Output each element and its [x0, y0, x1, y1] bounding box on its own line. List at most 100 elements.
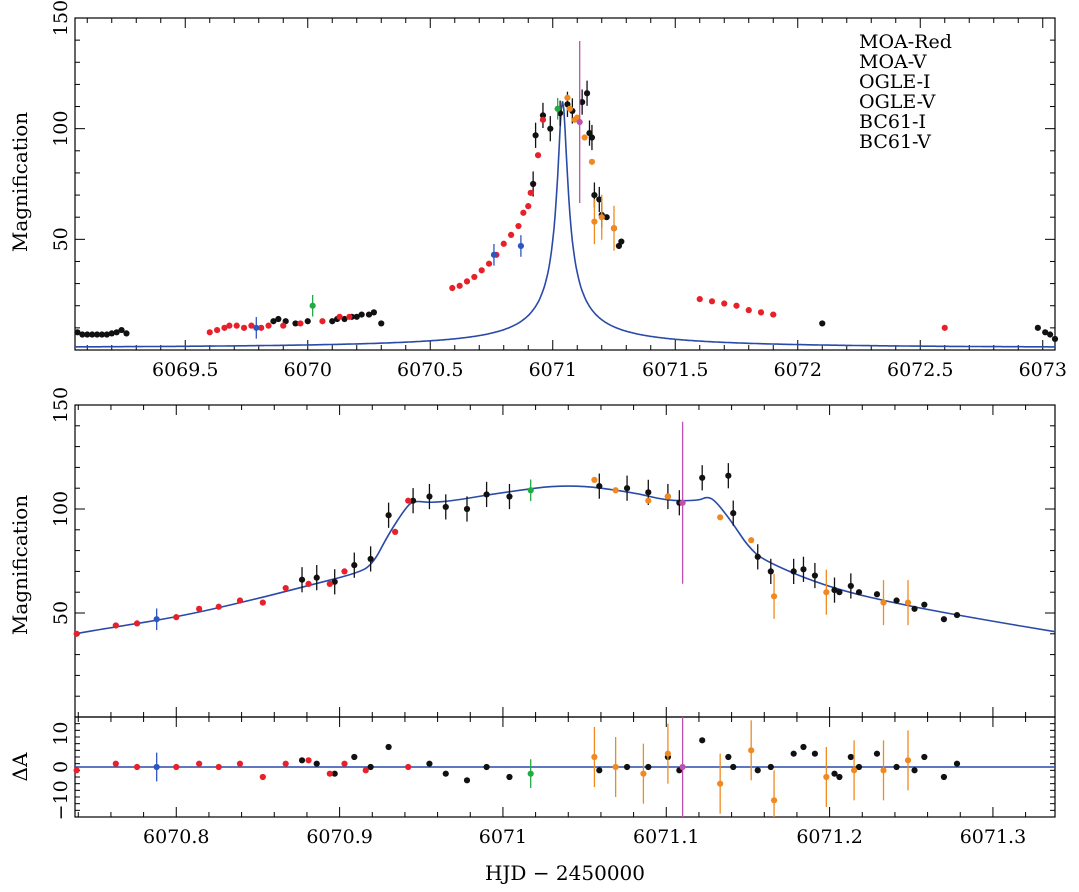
zoom-panel-point-bc61-v	[679, 499, 686, 506]
top-panel-point-ogle-i	[463, 278, 471, 285]
zoom-panel-point-moa-red	[331, 578, 338, 585]
top-panel-point-ogle-i	[336, 313, 343, 320]
top-panel-point-ogle-v	[517, 242, 525, 250]
top-panel-plot: 50 100 150 6069.5 6070 6070.5 6071 6071.5 6072 60…	[50, 0, 1067, 381]
zoom-panel-point-ogle-i	[341, 568, 348, 575]
top-panel-point-ogle-i	[520, 209, 527, 216]
residual-panel-point-moa-red	[911, 767, 918, 774]
zoom-panel-frame	[74, 404, 1056, 718]
top-panel-point-moa-red	[530, 180, 537, 188]
zoom-panel-point-moa-red	[351, 562, 358, 569]
top-panel-point-moa-red	[123, 330, 130, 337]
residual-panel-point-moa-red	[463, 777, 471, 784]
zoom-panel-point-bc61-i	[880, 599, 887, 606]
residual-panel-point-ogle-i	[326, 770, 333, 777]
zoom-panel-point-moa-red	[921, 601, 928, 608]
residual-panel-point-moa-red	[847, 753, 854, 761]
zoom-panel-point-moa-red	[847, 582, 854, 590]
zoom-panel-point-moa-red	[725, 472, 732, 479]
top-panel-point-moa-red	[378, 320, 385, 327]
top-panel-point-ogle-i	[346, 313, 353, 320]
residual-panel-point-ogle-i	[341, 760, 348, 767]
zoom-panel-point-ogle-i	[236, 597, 244, 604]
zoom-panel-point-moa-red	[790, 568, 797, 575]
zoom-panel-point-ogle-i	[392, 528, 399, 535]
residual-panel-point-bc61-i	[748, 747, 755, 754]
zoom-panel-point-ogle-i	[259, 599, 266, 606]
zoom-panel-point-ogle-i	[405, 497, 412, 504]
residual-panel-point-moa-red	[351, 753, 358, 761]
residual-panel-point-moa-red	[873, 750, 881, 757]
zoom-panel-point-moa-red	[410, 497, 417, 504]
top-panel-point-moa-red	[819, 320, 826, 327]
top-panel-point-ogle-i	[221, 324, 228, 331]
zoom-panel-point-ogle-i	[326, 580, 333, 587]
residual-panel-point-bc61-i	[640, 770, 647, 777]
top-panel-ytick-label: 50	[50, 227, 72, 251]
top-panel-point-moa-v	[554, 105, 561, 112]
top-panel-xtick-label: 6073	[1019, 359, 1067, 381]
top-panel-point-ogle-i	[478, 267, 485, 274]
top-panel-point-moa-red	[275, 315, 282, 323]
top-panel-point-moa-red	[591, 191, 598, 199]
zoom-panel-point-bc61-i	[823, 589, 830, 596]
top-panel-point-ogle-i	[214, 326, 221, 334]
zoom-panel-point-moa-red	[385, 512, 392, 519]
top-panel-point-ogle-i	[515, 222, 522, 230]
top-panel-point-moa-red	[358, 311, 365, 318]
residual-panel-xtick-label: 6071.2	[796, 826, 862, 848]
top-panel-point-ogle-i	[941, 324, 948, 331]
top-panel-point-moa-red	[579, 99, 586, 106]
residual-panel-point-moa-red	[893, 763, 900, 771]
top-panel-point-bc61-i	[588, 158, 596, 165]
top-panel-point-moa-red	[547, 125, 554, 132]
zoom-panel-point-moa-red	[426, 493, 433, 500]
residual-panel-point-bc61-i	[880, 767, 887, 774]
top-panel-point-moa-red	[89, 331, 96, 338]
zoom-panel-ytick-label: 100	[50, 491, 72, 527]
top-panel-point-moa-red	[84, 331, 91, 338]
top-panel-point-ogle-i	[240, 324, 248, 331]
x-axis-title: HJD − 2450000	[485, 861, 645, 885]
top-panel-model-curve	[75, 101, 1055, 348]
zoom-panel-point-moa-v	[527, 487, 534, 494]
zoom-panel-point-moa-red	[596, 483, 603, 490]
zoom-panel-point-moa-red	[911, 605, 918, 612]
zoom-panel-point-moa-red	[730, 510, 737, 517]
residual-panel-ytick-label: 0	[50, 761, 72, 773]
legend-label-bc61-i: BC61-I	[859, 111, 926, 133]
zoom-panel-point-moa-red	[699, 474, 706, 481]
top-panel-point-moa-red	[329, 318, 336, 325]
zoom-panel-point-moa-red	[367, 555, 374, 563]
top-panel-point-ogle-i	[297, 320, 304, 327]
zoom-panel-point-bc61-i	[591, 476, 598, 483]
top-panel-point-moa-red	[1051, 335, 1059, 343]
zoom-panel-point-bc61-i	[770, 593, 778, 600]
top-panel-point-moa-red	[370, 309, 377, 316]
zoom-panel-point-moa-red	[800, 566, 807, 573]
residual-panel-point-ogle-i	[173, 763, 180, 771]
residual-panel-point-bc61-i	[823, 773, 830, 781]
residual-panel-ylabel: ΔA	[8, 752, 32, 781]
residual-panel-point-ogle-i	[133, 763, 141, 771]
residual-panel-xtick-label: 6070.9	[306, 826, 372, 848]
top-panel-point-moa-red	[292, 320, 299, 327]
zoom-panel-ytick-label: 150	[50, 387, 72, 423]
top-panel-point-ogle-i	[733, 302, 740, 309]
zoom-panel-point-moa-red	[855, 589, 863, 596]
top-panel-point-moa-red	[341, 315, 348, 323]
residual-panel-point-moa-red	[831, 770, 838, 777]
top-panel-point-moa-red	[118, 326, 125, 334]
top-panel-point-ogle-i	[745, 307, 752, 314]
residual-panel-point-moa-red	[506, 773, 513, 781]
residual-panel-point-bc61-v	[679, 763, 686, 771]
top-panel-point-ogle-v	[253, 324, 260, 331]
top-panel-point-ogle-i	[696, 295, 703, 303]
residual-panel-point-moa-red	[596, 767, 603, 774]
zoom-panel-point-ogle-v	[153, 616, 160, 623]
residual-panel-point-moa-red	[385, 743, 392, 751]
residual-panel-point-moa-red	[645, 763, 652, 771]
zoom-panel-point-moa-red	[767, 568, 774, 575]
top-panel: Magnification 50 100 150 6069.5 6070 6070.5 60…	[8, 0, 1067, 381]
